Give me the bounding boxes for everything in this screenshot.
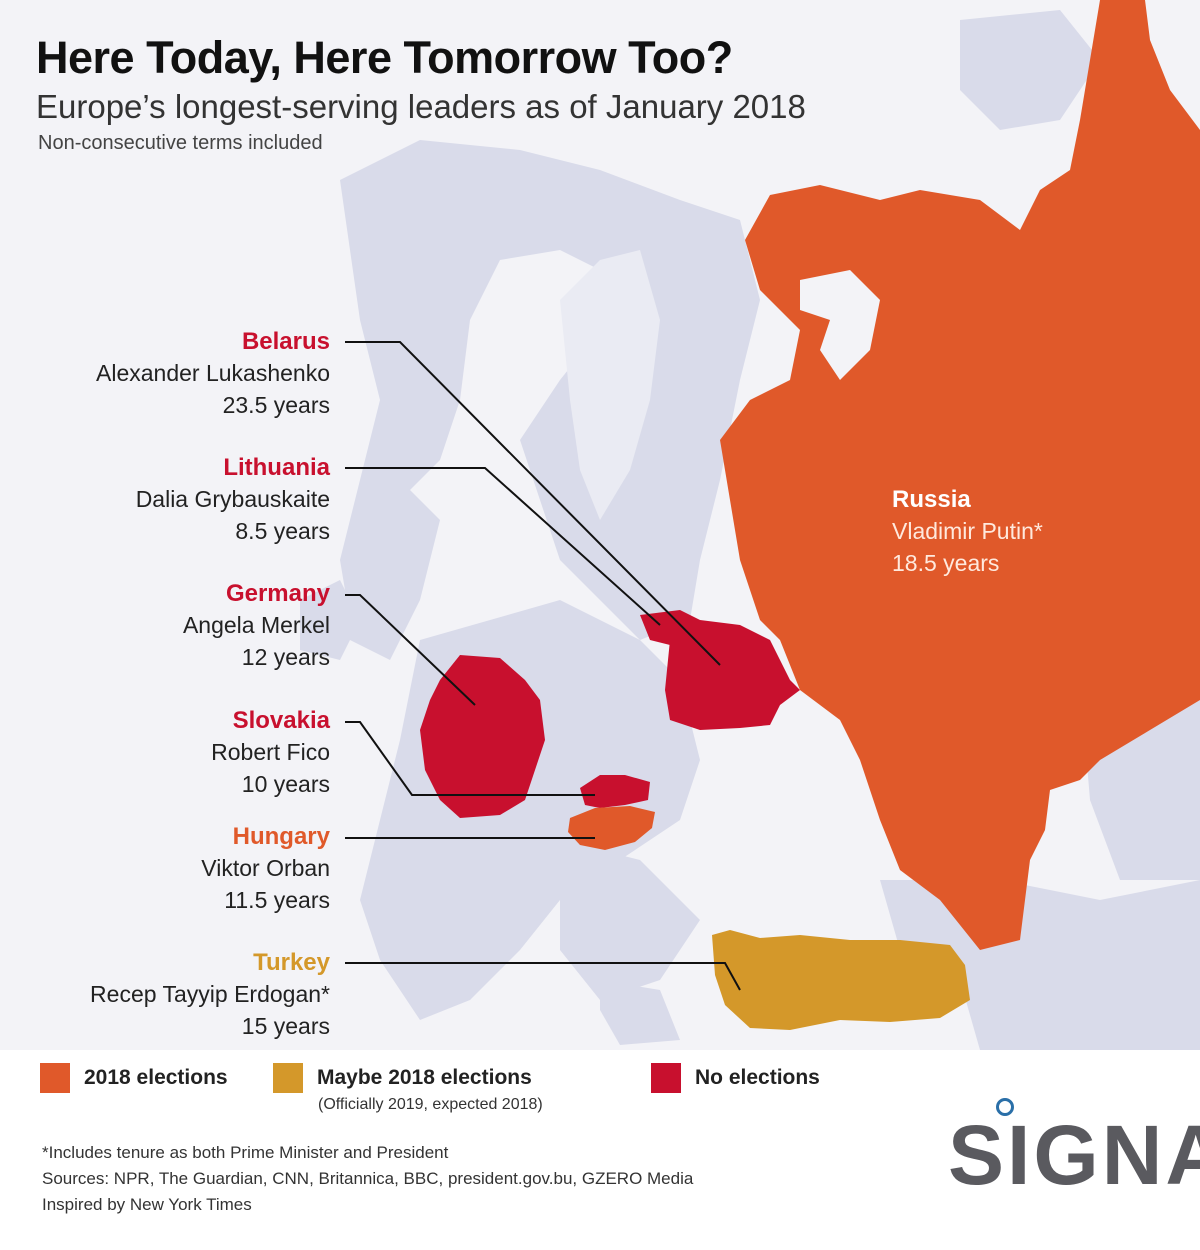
tenure-years: 11.5 years: [201, 884, 330, 916]
legend-item-2018: 2018 elections: [40, 1063, 228, 1093]
label-belarus: Belarus Alexander Lukashenko 23.5 years: [96, 327, 330, 421]
legend-swatch: [651, 1063, 681, 1093]
tenure-years: 12 years: [183, 641, 330, 673]
legend-swatch: [40, 1063, 70, 1093]
leader-name: Robert Fico: [211, 736, 330, 768]
legend-item-maybe: Maybe 2018 elections: [273, 1063, 532, 1093]
leader-name: Recep Tayyip Erdogan*: [90, 978, 330, 1010]
tenure-years: 18.5 years: [892, 547, 1043, 579]
turkey-shape: [712, 930, 970, 1030]
page-note: Non-consecutive terms included: [38, 132, 323, 155]
tenure-years: 10 years: [211, 768, 330, 800]
country-name: Hungary: [201, 822, 330, 852]
footer: *Includes tenure as both Prime Minister …: [42, 1140, 693, 1218]
page-title: Here Today, Here Tomorrow Too?: [36, 32, 733, 84]
label-hungary: Hungary Viktor Orban 11.5 years: [201, 822, 330, 916]
country-name: Lithuania: [136, 453, 330, 483]
country-name: Germany: [183, 579, 330, 609]
legend-swatch: [273, 1063, 303, 1093]
black-sea: [700, 845, 880, 935]
label-germany: Germany Angela Merkel 12 years: [183, 579, 330, 673]
leader-name: Angela Merkel: [183, 609, 330, 641]
leader-name: Dalia Grybauskaite: [136, 483, 330, 515]
label-russia: Russia Vladimir Putin* 18.5 years: [892, 485, 1043, 579]
legend-label: 2018 elections: [84, 1066, 228, 1090]
inspired-by: Inspired by New York Times: [42, 1192, 693, 1218]
leader-name: Viktor Orban: [201, 852, 330, 884]
label-turkey: Turkey Recep Tayyip Erdogan* 15 years: [90, 948, 330, 1042]
legend-label: No elections: [695, 1066, 820, 1090]
leader-name: Vladimir Putin*: [892, 515, 1043, 547]
legend-sublabel: (Officially 2019, expected 2018): [318, 1096, 543, 1114]
signal-logo: SIGNAL: [948, 1110, 1188, 1200]
logo-dot-icon: [996, 1098, 1014, 1116]
page-subtitle: Europe’s longest-serving leaders as of J…: [36, 88, 806, 126]
legend-item-none: No elections: [651, 1063, 820, 1093]
label-lithuania: Lithuania Dalia Grybauskaite 8.5 years: [136, 453, 330, 547]
brand-name: SIGNAL: [948, 1110, 1200, 1200]
tenure-years: 8.5 years: [136, 515, 330, 547]
tenure-years: 15 years: [90, 1010, 330, 1042]
country-name: Slovakia: [211, 706, 330, 736]
country-name: Belarus: [96, 327, 330, 357]
caspian-sea: [1045, 780, 1090, 880]
country-name: Russia: [892, 485, 1043, 515]
sources: Sources: NPR, The Guardian, CNN, Britann…: [42, 1166, 693, 1192]
country-name: Turkey: [90, 948, 330, 978]
label-slovakia: Slovakia Robert Fico 10 years: [211, 706, 330, 800]
legend-label: Maybe 2018 elections: [317, 1066, 532, 1090]
tenure-years: 23.5 years: [96, 389, 330, 421]
leader-name: Alexander Lukashenko: [96, 357, 330, 389]
footnote: *Includes tenure as both Prime Minister …: [42, 1140, 693, 1166]
